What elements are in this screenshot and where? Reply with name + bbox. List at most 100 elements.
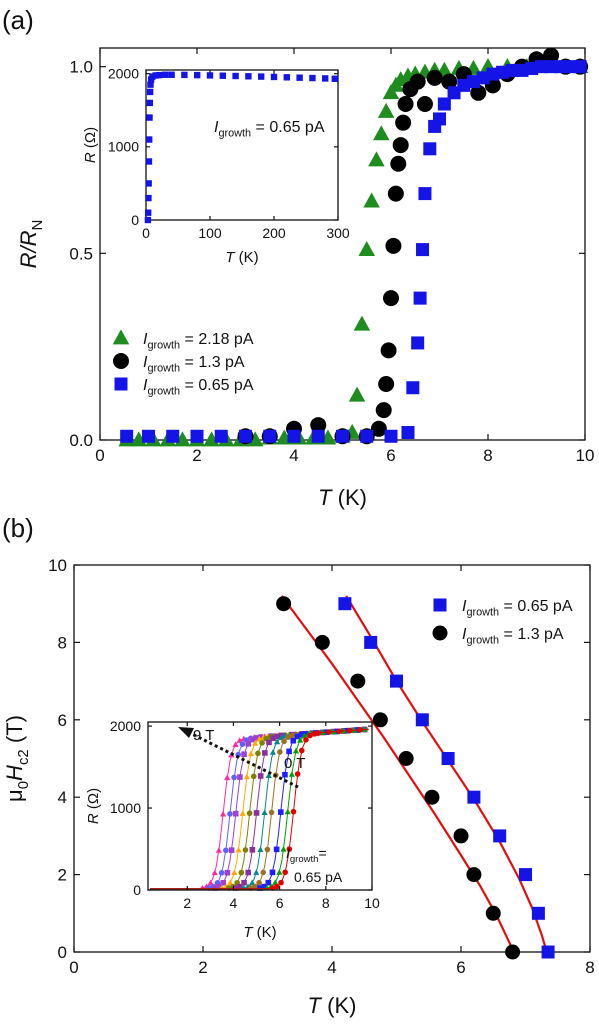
panel-a-series2-point bbox=[406, 381, 420, 395]
panel-a-series1-point bbox=[409, 73, 426, 90]
panel-a-series2-point bbox=[360, 429, 374, 443]
panel-a-series1-point bbox=[543, 47, 560, 64]
panel-b-chart: 0 2 4 6 8 0 2 4 6 8 10 T (K) μ0Hc2 (T) Igrowth = 0.65… bbox=[2, 556, 595, 1018]
panel-b-inset-point bbox=[227, 879, 234, 886]
panel-b-inset-point bbox=[286, 748, 292, 755]
panel-a-series2-point bbox=[214, 429, 228, 443]
panel-a-series0-point bbox=[368, 151, 385, 167]
panel-b-inset-point bbox=[249, 879, 256, 886]
panel-b-inset-point bbox=[326, 729, 332, 735]
panel-a-inset-point bbox=[168, 71, 175, 78]
panel-b-inset-point bbox=[241, 751, 247, 758]
panel-a-series1-point bbox=[392, 137, 409, 154]
panel-b-inset-point bbox=[274, 738, 281, 745]
panel-b-series0-point bbox=[338, 597, 352, 611]
panel-b-series0-point bbox=[519, 868, 532, 882]
panel-b-inset-point bbox=[246, 810, 253, 817]
panel-b-inset-point bbox=[239, 741, 246, 747]
panel-b-inset-point bbox=[289, 732, 296, 739]
panel-a-series2-point bbox=[413, 291, 427, 305]
panel-b-inset-point bbox=[238, 869, 245, 876]
panel-b-inset-point bbox=[219, 810, 227, 817]
panel-a-inset-point bbox=[146, 114, 153, 121]
panel-a-series1-point bbox=[395, 114, 412, 131]
panel-b-legend-label: Igrowth = 0.65 pA bbox=[462, 598, 573, 618]
panel-a-inset-xtick-label: 200 bbox=[262, 225, 286, 241]
panel-a-inset-point bbox=[245, 73, 252, 80]
panel-b-label: (b) bbox=[2, 513, 34, 543]
panel-b-inset-point bbox=[256, 879, 262, 886]
panel-a-series1-point bbox=[390, 155, 407, 172]
panel-b-inset-ytick-label: 0 bbox=[133, 882, 141, 898]
panel-a-inset-point bbox=[322, 75, 329, 82]
panel-a-inset-point bbox=[145, 158, 153, 165]
panel-a-series2-point bbox=[120, 429, 134, 443]
panel-a-inset-point bbox=[146, 99, 154, 107]
panel-b-inset-point bbox=[282, 869, 288, 876]
panel-b-inset-point bbox=[259, 740, 265, 746]
panel-b-inset-point bbox=[231, 774, 237, 781]
panel-a-xtick-label: 4 bbox=[289, 446, 298, 465]
panel-b-inset-xtick-label: 2 bbox=[183, 895, 191, 911]
panel-a-series2-point bbox=[311, 429, 325, 443]
panel-b-inset-point bbox=[261, 809, 268, 816]
panel-b-inset-point bbox=[237, 883, 243, 890]
panel-b-legend-label: Igrowth = 1.3 pA bbox=[462, 626, 564, 646]
panel-a-inset-annotation: Igrowth = 0.65 pA bbox=[214, 119, 325, 139]
panel-a-inset-xlabel: T (K) bbox=[225, 249, 258, 266]
panel-b-inset-point bbox=[274, 883, 280, 890]
panel-a-inset-frame bbox=[145, 69, 339, 221]
panel-b-inset-ylabel: R (Ω) bbox=[85, 788, 102, 824]
panel-a-series2-point bbox=[573, 60, 587, 74]
panel-b-series1-point bbox=[398, 751, 414, 766]
panel-a-series2-point bbox=[239, 429, 252, 443]
panel-b-inset-point bbox=[250, 773, 257, 780]
panel-b-inset-point bbox=[315, 730, 322, 736]
panel-b-inset-point bbox=[298, 731, 305, 738]
panel-a-inset-point bbox=[155, 71, 162, 79]
panel-a-series2-point bbox=[423, 142, 437, 156]
panel-b-inset-label-0T: 0 T bbox=[284, 755, 305, 772]
panel-b-inset-point bbox=[228, 847, 235, 853]
panel-a-series0-point bbox=[377, 102, 395, 118]
panel-a-series2-point bbox=[384, 429, 398, 443]
panel-a-series1-point bbox=[383, 290, 399, 307]
panel-a-series1-point bbox=[375, 402, 392, 419]
panel-a-ylabel: R/RN bbox=[16, 220, 46, 269]
panel-a-xtick-label: 2 bbox=[192, 446, 201, 465]
panel-b-inset-point bbox=[237, 774, 243, 780]
panel-a-inset-point bbox=[147, 81, 154, 88]
panel-a-inset-point bbox=[145, 180, 152, 187]
panel-b-inset-point bbox=[298, 747, 305, 754]
panel-b-inset-point bbox=[227, 811, 233, 817]
panel-b-inset-point bbox=[253, 735, 260, 741]
panel-b-inset-point bbox=[232, 885, 239, 891]
panel-b-inset-point bbox=[207, 879, 214, 886]
panel-b-inset-point bbox=[216, 883, 222, 890]
panel-b-inset-point bbox=[301, 732, 308, 739]
panel-a-series0-point bbox=[358, 240, 375, 256]
panel-b-legend-marker bbox=[432, 625, 448, 641]
panel-b-inset-point bbox=[224, 869, 231, 876]
panel-a-inset-point bbox=[144, 209, 152, 216]
panel-b-inset-point bbox=[265, 879, 272, 886]
panel-b-inset-point bbox=[280, 846, 287, 852]
panel-a-series1-point bbox=[378, 376, 395, 392]
panel-b-inset-point bbox=[245, 869, 252, 876]
panel-a-series2-point bbox=[418, 187, 432, 201]
panel-a-series0-point bbox=[363, 192, 380, 208]
panel-b-inset-point bbox=[231, 869, 238, 876]
panel-a-series1-point bbox=[416, 96, 433, 112]
panel-b-inset-point bbox=[274, 733, 281, 740]
panel-b-inset-point bbox=[249, 847, 256, 853]
panel-b-xtick-label: 2 bbox=[198, 958, 207, 977]
panel-a-inset-background bbox=[146, 70, 338, 220]
panel-b-inset-point bbox=[346, 727, 353, 734]
panel-b-inset-point bbox=[257, 885, 263, 891]
panel-a-inset-xtick-label: 300 bbox=[326, 225, 350, 241]
panel-b-xtick-label: 4 bbox=[327, 958, 336, 977]
panel-b-inset-point bbox=[297, 737, 304, 743]
panel-b-inset-point bbox=[286, 846, 293, 852]
panel-a-inset-point bbox=[296, 74, 303, 81]
panel-b-ytick-label: 2 bbox=[58, 866, 67, 885]
